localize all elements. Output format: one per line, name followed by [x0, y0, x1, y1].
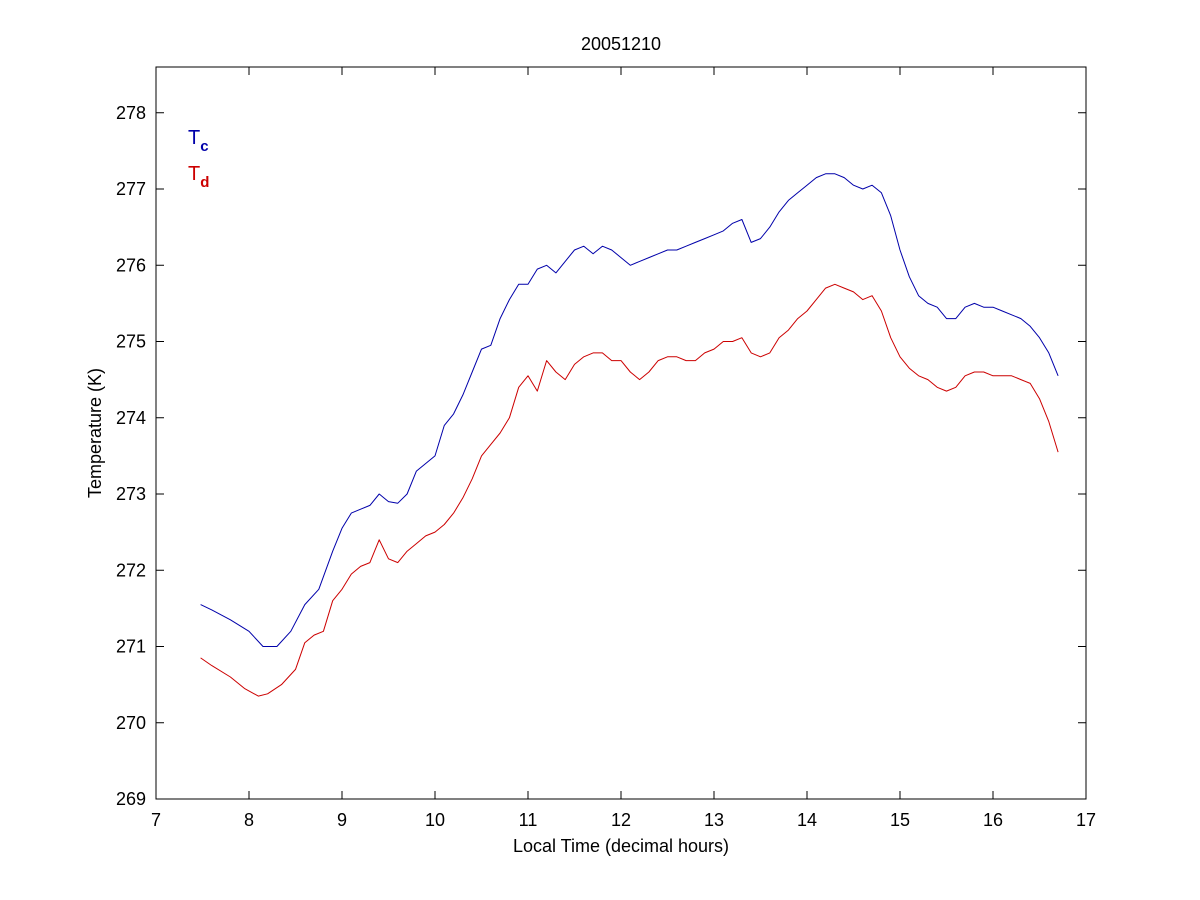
legend: Tc Td	[188, 127, 209, 191]
chart-title: 20051210	[581, 34, 661, 54]
y-tick-label: 275	[116, 332, 146, 352]
y-tick-label: 269	[116, 789, 146, 809]
y-tick-label: 276	[116, 255, 146, 275]
x-axis-label: Local Time (decimal hours)	[513, 836, 729, 856]
legend-entry-series-1: Tc	[188, 127, 209, 155]
x-tick-label: 16	[983, 810, 1003, 830]
x-tick-label: 10	[425, 810, 445, 830]
x-tick-label: 15	[890, 810, 910, 830]
y-axis: 269 270 271 272 273 274 275 276 277 278	[116, 103, 1086, 809]
x-tick-label: 9	[337, 810, 347, 830]
x-tick-label: 13	[704, 810, 724, 830]
legend-label-series-2: Td	[188, 163, 209, 191]
x-tick-label: 17	[1076, 810, 1096, 830]
series-line-1	[200, 173, 1059, 647]
x-tick-label: 8	[244, 810, 254, 830]
y-tick-label: 272	[116, 560, 146, 580]
y-tick-label: 270	[116, 713, 146, 733]
x-axis: 7 8 9 10 11 12 13 14 15 16 17	[151, 67, 1096, 830]
x-tick-label: 7	[151, 810, 161, 830]
x-tick-label: 12	[611, 810, 631, 830]
plot-area-frame	[155, 66, 1087, 800]
x-tick-label: 14	[797, 810, 817, 830]
y-tick-label: 274	[116, 408, 146, 428]
x-tick-label: 11	[519, 810, 538, 830]
y-tick-label: 277	[116, 179, 146, 199]
y-axis-label: Temperature (K)	[85, 368, 105, 498]
y-tick-label: 278	[116, 103, 146, 123]
legend-label-series-1: Tc	[188, 127, 209, 155]
legend-entry-series-2: Td	[188, 163, 209, 191]
y-tick-label: 271	[116, 637, 146, 657]
series-line-2	[200, 283, 1059, 697]
series-layer	[200, 173, 1059, 697]
y-tick-label: 273	[116, 484, 146, 504]
